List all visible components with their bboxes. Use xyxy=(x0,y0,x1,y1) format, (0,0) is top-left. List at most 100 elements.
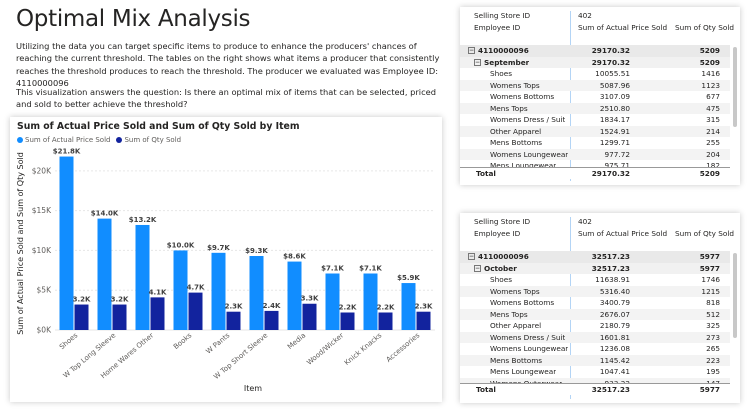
bar-price[interactable] xyxy=(97,218,112,330)
row-price: 5087.96 xyxy=(599,80,630,90)
table-scrollbar[interactable] xyxy=(733,47,737,127)
bar-price[interactable] xyxy=(325,273,340,330)
collapse-icon[interactable]: − xyxy=(468,253,475,260)
data-label: $7.1K xyxy=(321,265,344,273)
month-row[interactable]: − September 29170.32 5209 xyxy=(460,56,730,68)
table-row[interactable]: Womens Tops 5316.40 1215 xyxy=(460,285,730,297)
row-price: 1601.81 xyxy=(599,332,630,342)
y-tick-label: $15K xyxy=(32,206,52,215)
table-row[interactable]: Mens Tops 2676.07 512 xyxy=(460,308,730,320)
matrix-table-october[interactable]: Selling Store ID 402 Employee ID Sum of … xyxy=(460,213,740,403)
data-label: $5.9K xyxy=(397,274,420,282)
bar-price[interactable] xyxy=(287,261,302,330)
table-row[interactable]: Other Apparel 1524.91 214 xyxy=(460,125,730,137)
x-tick-label: Knick Knacks xyxy=(343,331,384,367)
data-label: 2.3K xyxy=(415,303,433,311)
bar-price[interactable] xyxy=(59,156,74,330)
employee-row[interactable]: −4110000096 29170.32 5209 xyxy=(460,45,730,57)
row-qty: 1746 xyxy=(701,275,720,284)
total-price: 32517.23 xyxy=(591,385,630,394)
row-price: 29170.32 xyxy=(591,57,630,67)
row-price: 975.71 xyxy=(604,161,630,170)
matrix-table-september[interactable]: Selling Store ID 402 Employee ID Sum of … xyxy=(460,7,740,185)
table-row[interactable]: Shoes 10055.51 1416 xyxy=(460,68,730,80)
bar-qty[interactable] xyxy=(188,292,203,330)
bar-price[interactable] xyxy=(211,252,226,330)
row-label: Other Apparel xyxy=(490,321,542,330)
collapse-icon[interactable]: − xyxy=(474,58,481,66)
collapse-icon[interactable]: − xyxy=(474,264,481,272)
table-row[interactable]: Womens Bottoms 3107.09 677 xyxy=(460,91,730,103)
legend-item-price[interactable]: Sum of Actual Price Sold xyxy=(17,136,110,144)
legend-label-qty: Sum of Qty Sold xyxy=(124,136,182,144)
table-row[interactable]: Womens Loungewear 1236.08 265 xyxy=(460,343,730,355)
table-row[interactable]: Womens Tops 5087.96 1123 xyxy=(460,79,730,91)
legend-item-qty[interactable]: Sum of Qty Sold xyxy=(116,136,181,144)
bar-qty[interactable] xyxy=(226,311,241,330)
bar-price[interactable] xyxy=(363,273,378,330)
col-header-qty[interactable]: Sum of Qty Sold xyxy=(674,229,734,238)
bar-price[interactable] xyxy=(135,224,150,330)
bar-price[interactable] xyxy=(401,283,416,330)
collapse-icon[interactable]: − xyxy=(468,47,475,54)
total-label: Total xyxy=(476,169,496,178)
table-total-row: Total 32517.23 5977 xyxy=(460,383,730,395)
row-price: 32517.23 xyxy=(591,252,630,261)
total-qty: 5977 xyxy=(699,385,720,394)
data-label: 3.2K xyxy=(73,296,91,304)
row-price: 11638.91 xyxy=(595,275,630,284)
table-row[interactable]: Womens Bottoms 3400.79 818 xyxy=(460,297,730,309)
row-qty: 223 xyxy=(706,355,720,365)
col-header-price[interactable]: Sum of Actual Price Sold xyxy=(578,229,668,238)
row-label: Womens Tops xyxy=(490,80,540,90)
bar-chart-card[interactable]: $0K $5K $10K $15K $20K Sum of Actual Price So… xyxy=(10,117,442,402)
row-qty: 325 xyxy=(706,321,720,330)
data-label: 2.2K xyxy=(377,303,395,311)
page-title: Optimal Mix Analysis xyxy=(16,6,251,32)
data-label: $13.2K xyxy=(129,216,157,224)
x-tick-label: Wood/Wicker xyxy=(305,331,345,366)
legend-label-price: Sum of Actual Price Sold xyxy=(25,136,111,144)
bar-qty[interactable] xyxy=(340,312,355,330)
employee-id-label[interactable]: Employee ID xyxy=(474,23,521,32)
employee-id-label[interactable]: Employee ID xyxy=(474,229,521,238)
legend-dot-qty xyxy=(116,137,123,143)
table-row[interactable]: Other Apparel 2180.79 325 xyxy=(460,320,730,332)
bar-qty[interactable] xyxy=(264,310,279,330)
row-label: 4110000096 xyxy=(478,252,529,261)
bar-qty[interactable] xyxy=(150,297,165,330)
row-price: 29170.32 xyxy=(591,46,630,55)
table-row[interactable]: Womens Loungewear 977.72 204 xyxy=(460,148,730,160)
col-header-price[interactable]: Sum of Actual Price Sold xyxy=(578,23,668,32)
table-row[interactable]: Womens Dress / Suit 1834.17 315 xyxy=(460,114,730,126)
table-row[interactable]: Mens Loungewear 975.71 182 xyxy=(460,160,730,172)
table-row[interactable]: Mens Loungewear 1047.41 195 xyxy=(460,366,730,378)
row-qty: 1123 xyxy=(701,80,720,90)
table-row[interactable]: Womens Dress / Suit 1601.81 273 xyxy=(460,331,730,343)
x-tick-label: Media xyxy=(286,331,307,351)
row-price: 2676.07 xyxy=(599,309,630,319)
table-row[interactable]: Shoes 11638.91 1746 xyxy=(460,274,730,286)
row-qty: 1416 xyxy=(701,69,720,78)
bar-price[interactable] xyxy=(249,256,264,330)
row-label: Womens Dress / Suit xyxy=(490,115,566,124)
data-label: 3.3K xyxy=(301,295,319,303)
bar-price[interactable] xyxy=(173,250,188,330)
row-qty: 818 xyxy=(706,298,720,307)
bar-qty[interactable] xyxy=(302,303,317,330)
bar-chart[interactable]: $0K $5K $10K $15K $20K Sum of Actual Price So… xyxy=(10,117,442,402)
bar-qty[interactable] xyxy=(378,312,393,330)
table-row[interactable]: Mens Tops 2510.80 475 xyxy=(460,102,730,114)
bar-qty[interactable] xyxy=(74,304,89,330)
employee-row[interactable]: −4110000096 32517.23 5977 xyxy=(460,251,730,263)
data-label: 2.3K xyxy=(225,303,243,311)
x-axis-title: Item xyxy=(244,384,262,393)
row-qty: 5209 xyxy=(699,46,720,55)
col-header-qty[interactable]: Sum of Qty Sold xyxy=(674,23,734,32)
table-scrollbar[interactable] xyxy=(733,253,737,338)
table-row[interactable]: Mens Bottoms 1145.42 223 xyxy=(460,354,730,366)
bar-qty[interactable] xyxy=(112,304,127,330)
bar-qty[interactable] xyxy=(416,311,431,330)
month-row[interactable]: − October 32517.23 5977 xyxy=(460,262,730,274)
table-row[interactable]: Mens Bottoms 1299.71 255 xyxy=(460,137,730,149)
